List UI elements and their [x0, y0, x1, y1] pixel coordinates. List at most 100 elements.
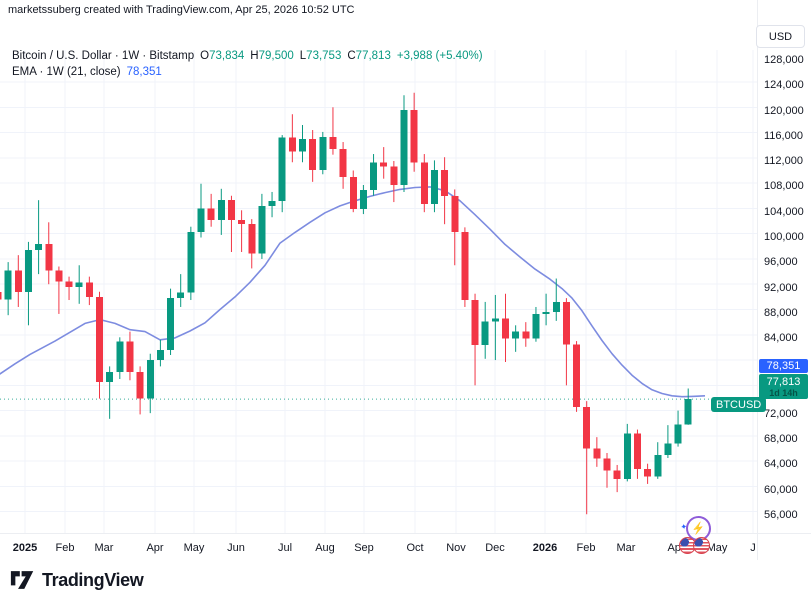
tradingview-logo[interactable]: TradingView: [10, 569, 144, 591]
change-value: +3,988 (+5.40%): [396, 50, 483, 62]
time-axis[interactable]: 2025 Feb Mar Apr May Jun Jul Aug Sep Oct Nov Dec 202…: [0, 533, 757, 561]
price-axis-label: 120,000: [764, 104, 804, 117]
price-axis-label: 60,000: [764, 483, 798, 496]
indicator-title: EMA · 1W (21, close): [12, 66, 121, 78]
candle-body: [593, 448, 601, 459]
bar-countdown: 1d 14h: [769, 387, 798, 398]
candle-body: [633, 433, 641, 469]
candle-body: [502, 318, 509, 339]
candle-body: [623, 433, 631, 479]
candle-body: [380, 162, 388, 167]
candle-body: [339, 148, 347, 177]
candle-body: [562, 301, 570, 345]
candle-body: [390, 166, 398, 186]
price-axis[interactable]: 128,000 124,000 120,000 116,000 112,000 108,0…: [757, 0, 811, 533]
last-price-badge: 77,813 1d 14h: [759, 374, 808, 399]
candle-body: [197, 208, 205, 232]
candle-body: [146, 360, 154, 399]
time-axis-label: May: [706, 541, 728, 554]
flag-icon: [693, 537, 710, 554]
price-axis-label: 72,000: [764, 407, 798, 420]
price-axis-label: 100,000: [764, 230, 804, 243]
candle-body: [441, 169, 449, 196]
price-axis-label: 96,000: [764, 256, 798, 269]
time-axis-label: Oct: [406, 541, 424, 554]
candle-body: [167, 298, 175, 350]
candle-body: [35, 243, 43, 251]
time-axis-label: Sep: [354, 541, 374, 554]
last-price-value: 77,813: [766, 375, 801, 388]
candle-body: [522, 331, 530, 339]
attribution-text: marketssuberg created with TradingView.c…: [8, 4, 355, 16]
time-axis-label: J: [750, 541, 756, 554]
indicator-value: 78,351: [126, 66, 162, 78]
candle-body: [329, 136, 337, 149]
time-axis-label: Nov: [446, 541, 466, 554]
candle-body: [136, 372, 144, 399]
candle-body: [207, 208, 215, 220]
price-axis-label: 56,000: [764, 509, 798, 521]
time-axis-label: Dec: [485, 541, 505, 554]
candle-body: [248, 224, 256, 254]
star-icon: ✦: [679, 522, 688, 533]
candle-body: [156, 349, 164, 361]
candle-body: [359, 190, 367, 210]
axis-corner: [757, 533, 811, 561]
time-axis-label: 2025: [12, 541, 38, 554]
brand-name: TradingView: [42, 569, 144, 590]
last-price-symbol-badge: BTCUSD: [711, 397, 767, 412]
candle-body: [65, 281, 73, 287]
legend-indicator-row[interactable]: EMA · 1W (21, close) 78,351: [12, 64, 483, 80]
candle-body: [471, 300, 479, 345]
candle-body: [491, 318, 499, 322]
candle-body: [370, 162, 378, 191]
time-axis-label: Jul: [277, 541, 293, 554]
price-axis-label: 84,000: [764, 332, 798, 345]
candle-body: [674, 424, 682, 444]
candle-body: [603, 458, 611, 471]
candle-body: [400, 109, 408, 186]
candle-body: [258, 205, 266, 254]
candle-body: [512, 331, 520, 339]
chart-pane[interactable]: Bitcoin / U.S. Dollar · 1W · Bitstamp O7…: [0, 22, 767, 555]
candle-body: [481, 321, 489, 345]
currency-usd-button[interactable]: USD: [756, 25, 805, 48]
footer-bar: TradingView: [0, 560, 811, 600]
candle-body: [309, 138, 317, 170]
candle-body: [55, 270, 63, 282]
chart-legend: Bitcoin / U.S. Dollar · 1W · Bitstamp O7…: [12, 48, 483, 80]
time-axis-label: Feb: [576, 541, 596, 554]
candle-body: [278, 137, 286, 201]
candle-body: [552, 301, 560, 313]
candle-body: [288, 137, 296, 152]
candle-body: [613, 470, 621, 479]
candle-body: [0, 291, 2, 300]
price-axis-label: 64,000: [764, 458, 798, 471]
us-flags-sticker-icon[interactable]: [679, 537, 711, 554]
candle-body: [420, 162, 428, 204]
price-axis-label: 92,000: [764, 281, 798, 294]
price-axis-label: 124,000: [764, 79, 804, 92]
legend-symbol-row[interactable]: Bitcoin / U.S. Dollar · 1W · Bitstamp O7…: [12, 48, 483, 64]
candle-body: [75, 282, 83, 287]
candle-body: [96, 296, 103, 383]
candle-body: [461, 231, 469, 301]
candle-body: [4, 270, 12, 300]
price-axis-label: 88,000: [764, 306, 798, 319]
candle-body: [268, 200, 276, 206]
price-axis-label: 116,000: [764, 129, 803, 142]
candle-body: [430, 169, 438, 204]
candlestick-plot[interactable]: [0, 22, 757, 555]
high-value: H79,500: [250, 50, 294, 62]
candle-body: [684, 399, 692, 425]
price-axis-label: 68,000: [764, 433, 798, 446]
candle-body: [187, 231, 195, 293]
candle-body: [532, 313, 540, 339]
ema-line: [0, 186, 706, 398]
candle-body: [583, 406, 591, 449]
time-axis-label: Apr: [146, 541, 164, 554]
price-axis-label: 104,000: [764, 205, 804, 218]
candle-body: [217, 200, 225, 220]
candle-body: [116, 341, 124, 373]
